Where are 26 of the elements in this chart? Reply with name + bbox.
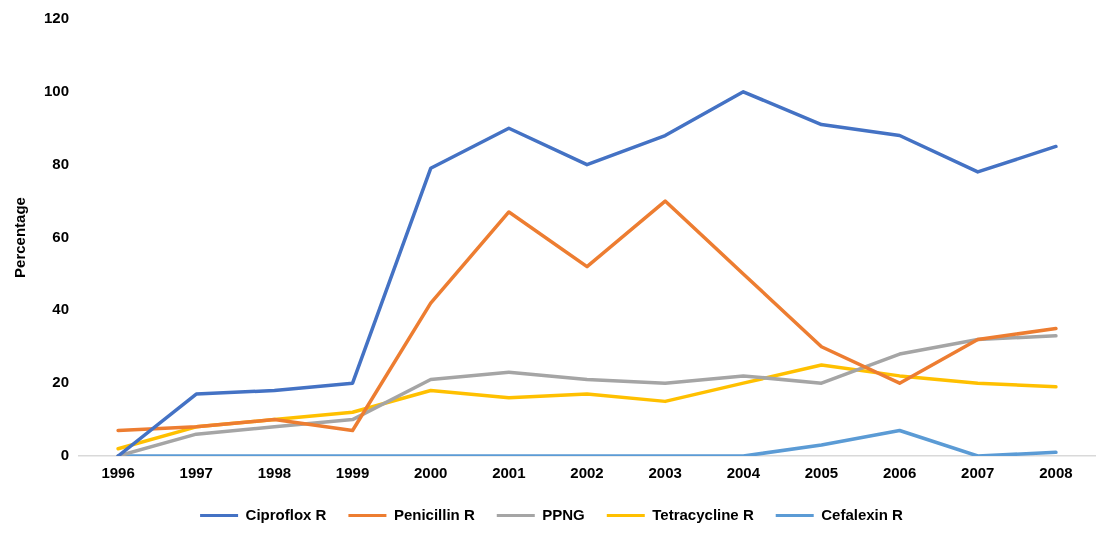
- x-tick-label: 1997: [179, 464, 213, 482]
- y-axis-title: Percentage: [11, 197, 29, 278]
- x-tick-label: 1996: [101, 464, 135, 482]
- x-tick-label: 2006: [882, 464, 917, 482]
- x-tick-label: 1998: [257, 464, 292, 482]
- y-tick-label: 80: [52, 154, 70, 172]
- y-tick-label: 120: [44, 9, 70, 27]
- x-tick-label: 1999: [335, 464, 370, 482]
- x-tick-label: 2008: [1039, 464, 1073, 482]
- legend-label: Ciproflox R: [245, 505, 327, 523]
- x-tick-label: 2002: [570, 464, 604, 482]
- legend-label: Cefalexin R: [821, 505, 904, 523]
- y-tick-label: 40: [52, 300, 70, 318]
- legend-label: Penicillin R: [393, 505, 475, 523]
- legend-label: Tetracycline R: [652, 505, 754, 523]
- x-tick-label: 2005: [804, 464, 839, 482]
- x-tick-label: 2007: [961, 464, 995, 482]
- y-tick-label: 100: [44, 81, 70, 99]
- x-tick-label: 2004: [726, 464, 761, 482]
- legend-label: PPNG: [542, 505, 585, 523]
- x-tick-label: 2003: [648, 464, 682, 482]
- y-tick-label: 20: [52, 373, 70, 391]
- y-tick-label: 0: [60, 446, 70, 464]
- y-tick-label: 60: [52, 227, 70, 245]
- x-tick-label: 2001: [492, 464, 526, 482]
- x-tick-label: 2000: [414, 464, 448, 482]
